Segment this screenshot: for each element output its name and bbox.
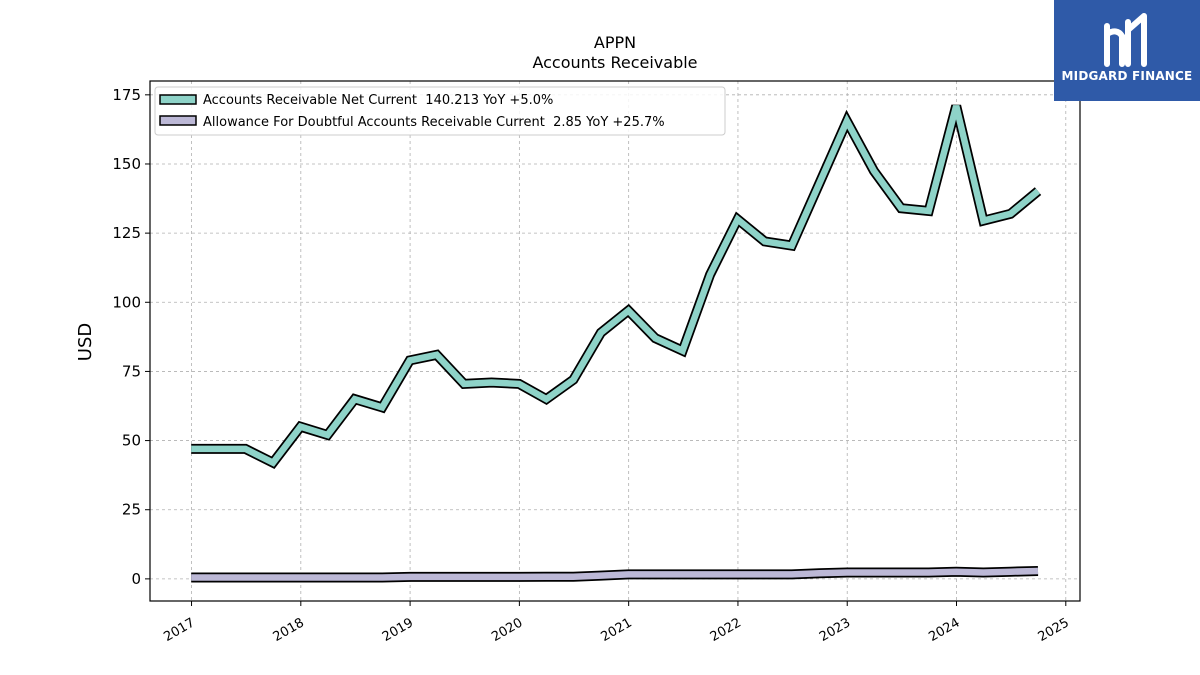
legend-box: [154, 86, 726, 136]
series-layer: [191, 104, 1042, 583]
x-tick-label: 2019: [380, 615, 416, 645]
legend-label-1: Accounts Receivable Net Current 140.213 …: [203, 93, 553, 108]
y-tick-label: 100: [112, 293, 141, 311]
grid: [150, 81, 1080, 601]
legend: Accounts Receivable Net Current 140.213 …: [154, 86, 726, 136]
y-tick-label: 50: [122, 432, 141, 450]
ticks: 0 25 50 75 100 125 150 175 2017 2018 2019 2020 2021 2…: [112, 86, 1071, 645]
y-tick-label: 175: [112, 86, 141, 104]
chart-title: APPN: [594, 33, 636, 52]
logo: MIDGARD FINANCE: [1054, 0, 1200, 101]
x-tick-label: 2021: [599, 615, 635, 645]
x-tick-label: 2022: [708, 615, 744, 645]
x-tick-label: 2017: [161, 615, 197, 645]
x-tick-label: 2023: [817, 615, 853, 645]
y-tick-label: 150: [112, 155, 141, 173]
midgard-finance-logo-icon: [1104, 13, 1147, 67]
x-tick-label: 2020: [489, 615, 525, 645]
series-outline-1: [191, 104, 1042, 470]
legend-label-2: Allowance For Doubtful Accounts Receivab…: [203, 115, 665, 130]
y-axis-label: USD: [75, 323, 96, 361]
legend-swatch-2: [159, 115, 197, 126]
y-tick-label: 25: [122, 501, 141, 519]
series-line-1: [191, 105, 1041, 467]
x-tick-label: 2025: [1036, 615, 1072, 645]
x-tick-label: 2024: [926, 615, 962, 645]
logo-text: MIDGARD FINANCE: [1061, 69, 1193, 83]
plot-frame: [149, 80, 1081, 602]
y-tick-label: 125: [112, 224, 141, 242]
chart-subtitle: Accounts Receivable: [532, 53, 697, 72]
x-tick-label: 2018: [271, 615, 307, 645]
series-line-2: [191, 567, 1039, 581]
y-tick-label: 0: [131, 570, 141, 588]
y-tick-label: 75: [122, 362, 141, 380]
legend-swatch-1: [159, 94, 197, 105]
